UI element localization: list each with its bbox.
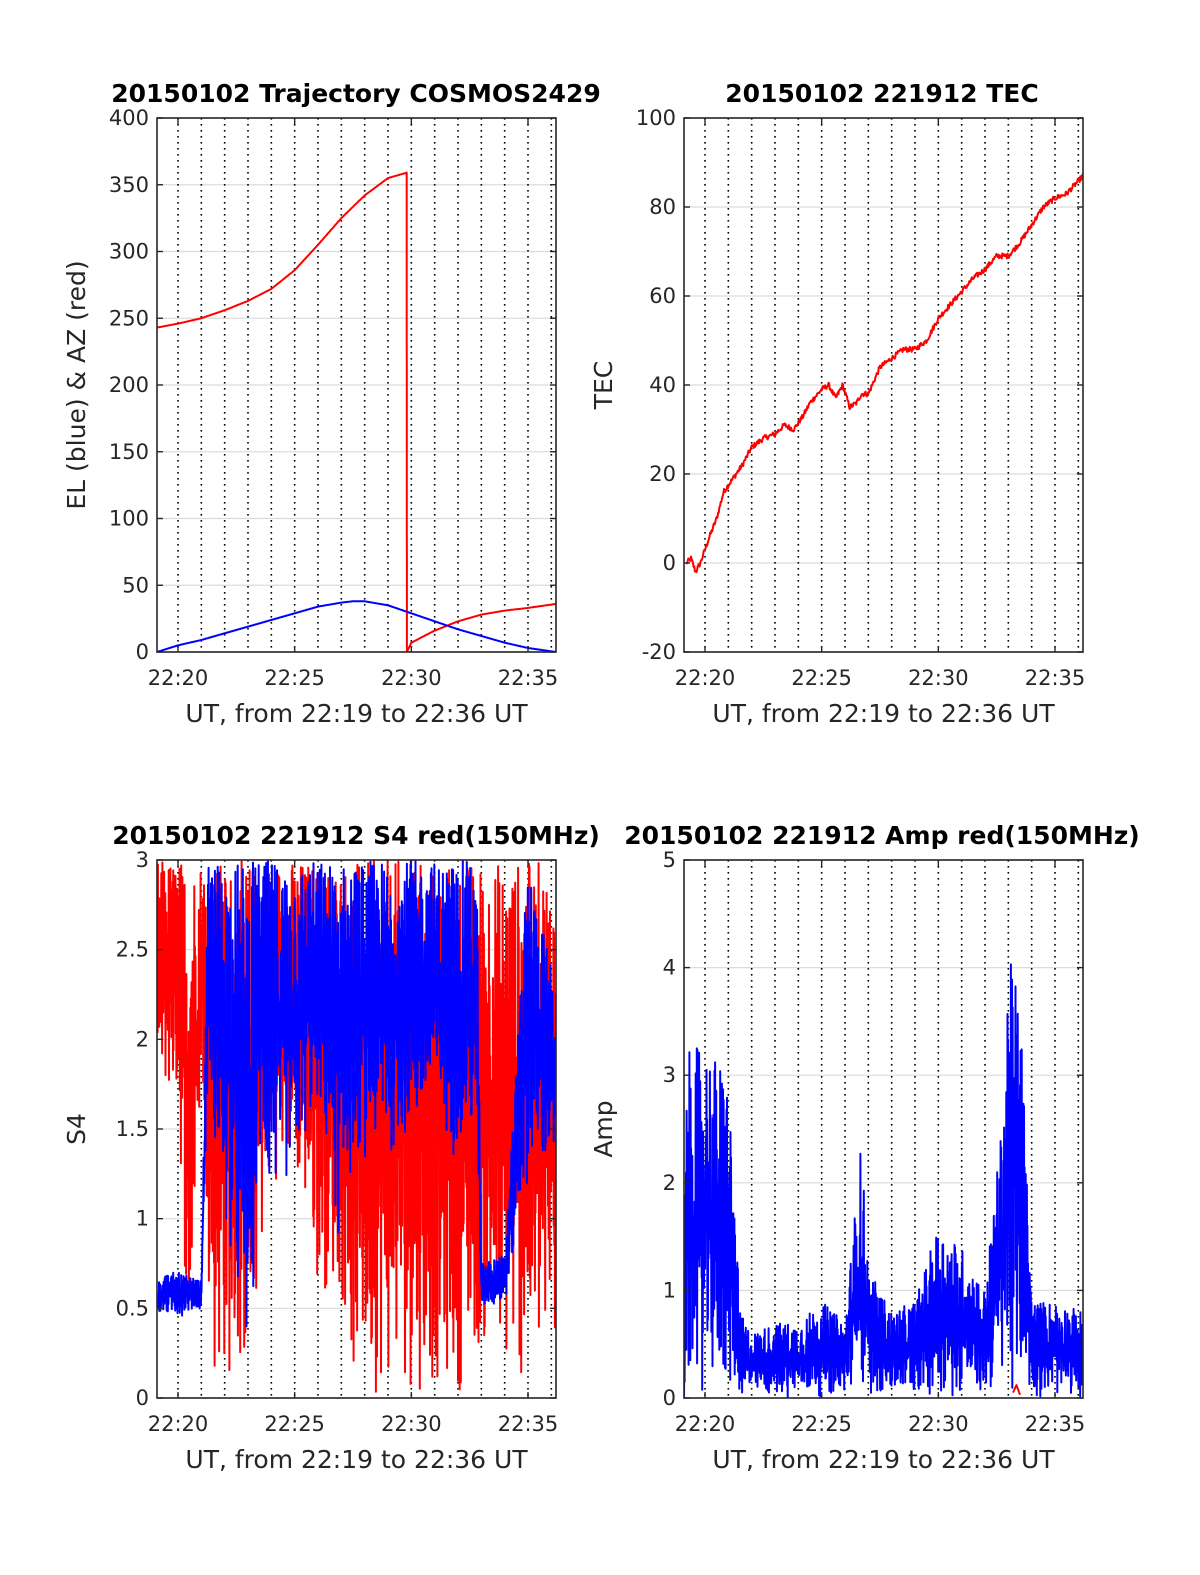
- x-tick-label: 22:35: [1025, 1412, 1086, 1436]
- y-axis-label: S4: [62, 1113, 91, 1145]
- y-tick-label: 0: [663, 551, 676, 575]
- y-tick-label: 400: [109, 106, 149, 130]
- x-tick-label: 22:20: [148, 1412, 209, 1436]
- series-line-0: [685, 173, 1083, 574]
- x-tick-label: 22:25: [264, 666, 325, 690]
- y-tick-label: 350: [109, 173, 149, 197]
- x-axis-label: UT, from 22:19 to 22:36 UT: [712, 699, 1055, 728]
- y-tick-label: 20: [649, 462, 676, 486]
- y-tick-label: 0: [663, 1386, 676, 1410]
- y-tick-label: 150: [109, 440, 149, 464]
- x-tick-label: 22:20: [675, 666, 736, 690]
- y-tick-label: 40: [649, 373, 676, 397]
- x-tick-label: 22:20: [675, 1412, 736, 1436]
- panel-tec: -20 0 20 40 60 80 100 22:20 22:25 22:30 22:35 20150…: [589, 79, 1085, 728]
- y-axis-label: Amp: [589, 1100, 618, 1157]
- y-tick-label: -20: [642, 640, 676, 664]
- x-tick-label: 22:35: [1025, 666, 1086, 690]
- x-tick-label: 22:35: [498, 666, 559, 690]
- y-tick-label: 80: [649, 195, 676, 219]
- series-line-0: [157, 171, 556, 652]
- x-axis-label: UT, from 22:19 to 22:36 UT: [185, 1445, 528, 1474]
- x-tick-label: 22:25: [791, 666, 852, 690]
- y-tick-label: 4: [663, 956, 676, 980]
- x-tick-label: 22:30: [908, 666, 969, 690]
- axes-frame: [683, 859, 1084, 1399]
- y-tick-label: 1: [136, 1207, 149, 1231]
- y-axis-label: TEC: [589, 361, 618, 411]
- x-tick-label: 22:20: [148, 666, 209, 690]
- series-line-0: [684, 963, 1083, 1398]
- x-tick-label: 22:25: [791, 1412, 852, 1436]
- y-tick-label: 3: [136, 848, 149, 872]
- x-tick-label: 22:30: [908, 1412, 969, 1436]
- y-tick-label: 5: [663, 848, 676, 872]
- x-tick-label: 22:35: [498, 1412, 559, 1436]
- series-line-1: [157, 860, 556, 1328]
- y-tick-label: 1.5: [116, 1117, 149, 1141]
- panel-s4: 0 0.5 1 1.5 2 2.5 3 22:20 22:25 22:30 22:35 2015010…: [62, 821, 600, 1474]
- series-line-1: [157, 600, 556, 652]
- x-tick-label: 22:30: [381, 1412, 442, 1436]
- y-tick-label: 2.5: [116, 938, 149, 962]
- chart-title: 20150102 Trajectory COSMOS2429: [111, 79, 601, 108]
- y-tick-label: 50: [122, 573, 149, 597]
- y-tick-label: 2: [136, 1027, 149, 1051]
- x-tick-label: 22:30: [381, 666, 442, 690]
- y-axis-label: EL (blue) & AZ (red): [62, 260, 91, 509]
- y-tick-label: 60: [649, 284, 676, 308]
- y-tick-label: 200: [109, 373, 149, 397]
- y-tick-label: 250: [109, 306, 149, 330]
- y-tick-label: 300: [109, 240, 149, 264]
- x-axis-label: UT, from 22:19 to 22:36 UT: [185, 699, 528, 728]
- y-tick-label: 0.5: [116, 1296, 149, 1320]
- panel-trajectory: 0 50 100 150 200 250 300 350 400 22:20 22:25 22:30 2…: [62, 79, 601, 728]
- chart-title: 20150102 221912 S4 red(150MHz): [112, 821, 600, 850]
- series-line-1: [1012, 1384, 1021, 1396]
- panel-amp: 0 1 2 3 4 5 22:20 22:25 22:30 22:35 20150102 22191…: [589, 821, 1140, 1474]
- x-tick-label: 22:25: [264, 1412, 325, 1436]
- x-axis-label: UT, from 22:19 to 22:36 UT: [712, 1445, 1055, 1474]
- y-tick-label: 100: [636, 106, 676, 130]
- y-tick-label: 1: [663, 1278, 676, 1302]
- chart-title: 20150102 221912 Amp red(150MHz): [624, 821, 1140, 850]
- y-tick-label: 0: [136, 1386, 149, 1410]
- y-tick-label: 0: [136, 640, 149, 664]
- y-tick-label: 3: [663, 1063, 676, 1087]
- chart-title: 20150102 221912 TEC: [725, 79, 1038, 108]
- y-tick-label: 100: [109, 507, 149, 531]
- y-tick-label: 2: [663, 1171, 676, 1195]
